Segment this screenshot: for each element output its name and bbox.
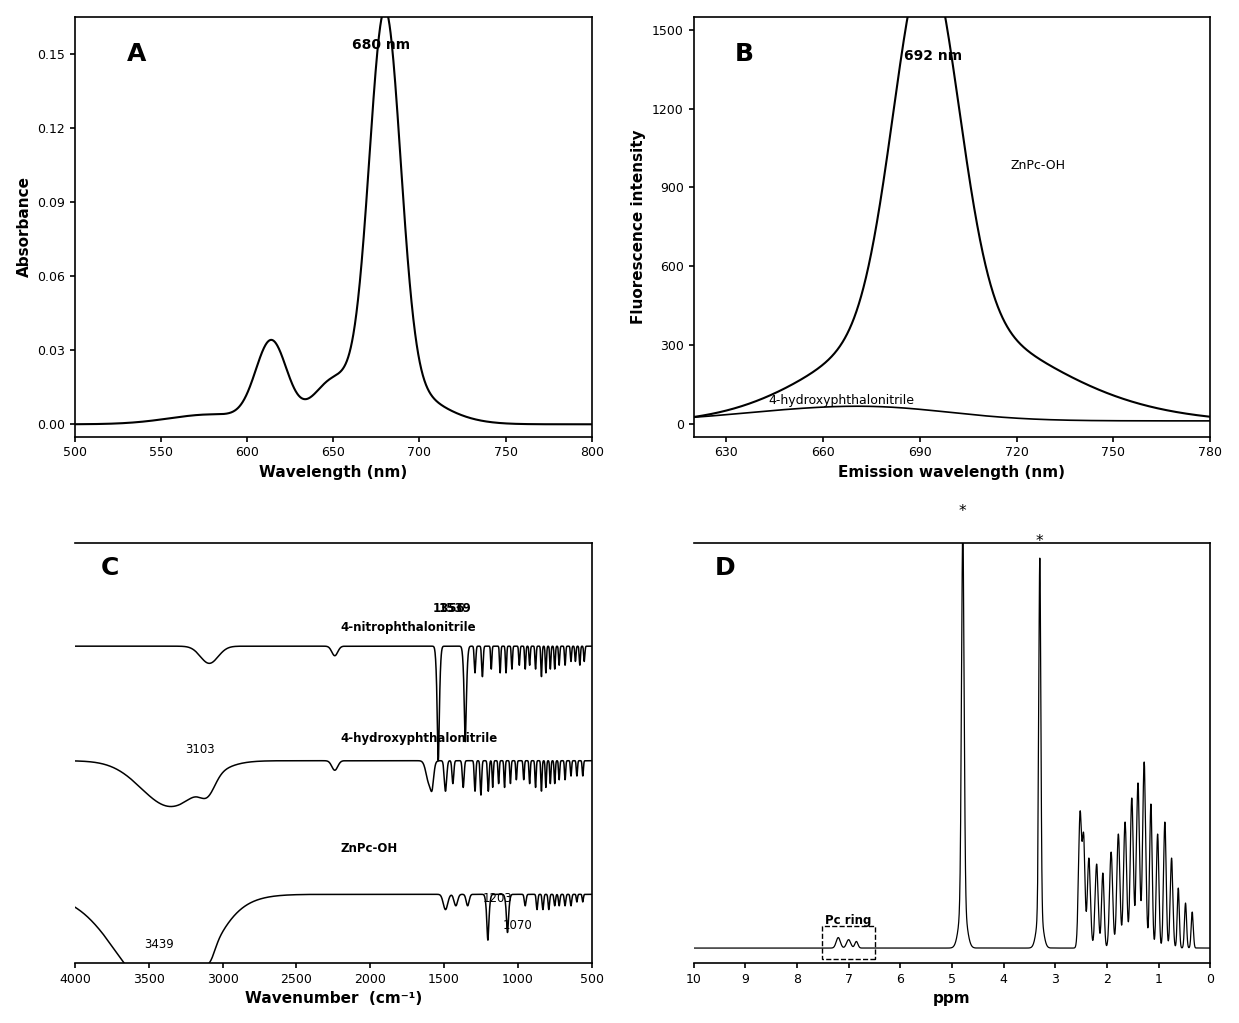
Text: 1356: 1356 [432,602,466,615]
Text: 1539: 1539 [439,602,471,615]
Text: 3103: 3103 [186,743,216,756]
Text: 4-nitrophthalonitrile: 4-nitrophthalonitrile [341,621,476,634]
Text: 1203: 1203 [482,892,512,905]
Text: ZnPc-OH: ZnPc-OH [341,842,398,855]
Text: 1070: 1070 [503,919,533,932]
Text: B: B [735,42,755,65]
Text: 4-hydroxyphthalonitrile: 4-hydroxyphthalonitrile [768,394,914,407]
Text: *: * [1036,534,1043,549]
Y-axis label: Absorbance: Absorbance [16,176,32,277]
Text: 3439: 3439 [144,938,173,950]
Text: 4-hydroxyphthalonitrile: 4-hydroxyphthalonitrile [341,731,498,745]
Text: ZnPc-OH: ZnPc-OH [1010,159,1066,172]
Text: Pc ring: Pc ring [825,915,872,927]
X-axis label: Emission wavelength (nm): Emission wavelength (nm) [839,464,1066,480]
Text: *: * [959,504,966,519]
Text: C: C [100,555,119,580]
X-axis label: Wavenumber  (cm⁻¹): Wavenumber (cm⁻¹) [244,991,422,1007]
X-axis label: ppm: ppm [933,991,971,1007]
Text: 680 nm: 680 nm [352,38,410,52]
Text: 692 nm: 692 nm [903,49,961,63]
Text: D: D [714,555,735,580]
Text: A: A [126,42,146,65]
X-axis label: Wavelength (nm): Wavelength (nm) [259,464,408,480]
Y-axis label: Fluorescence intensity: Fluorescence intensity [632,129,647,324]
